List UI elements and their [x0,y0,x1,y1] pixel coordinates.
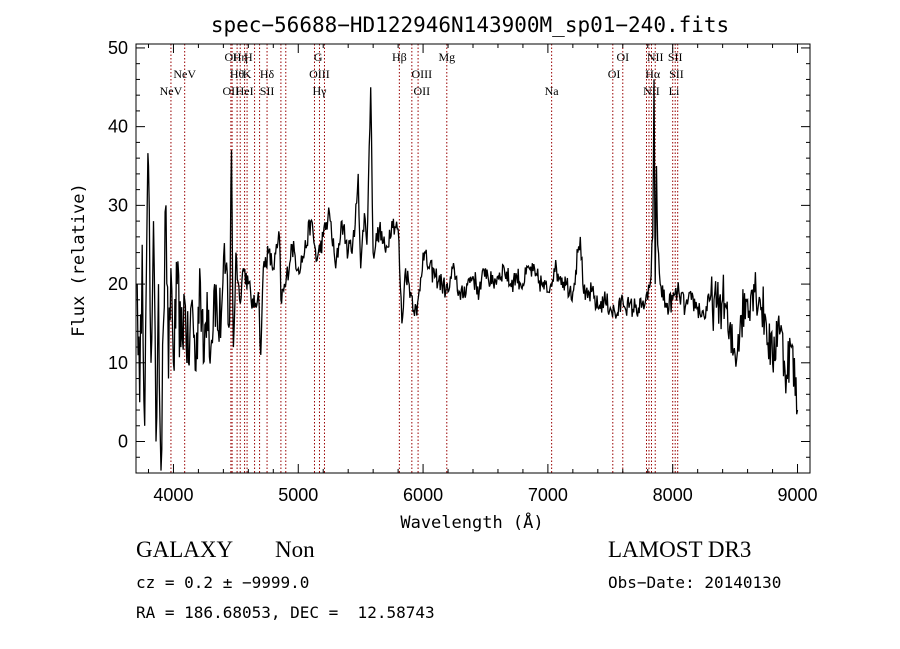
y-axis: 0 10 20 30 40 50 [108,38,810,458]
x-tick-label: 5000 [278,485,318,505]
line-label: Na [545,84,560,98]
subclass-label: Non [275,537,315,562]
line-label: Mg [438,50,455,64]
spectrum-chart: spec−56688−HD122946N143900M_sp01−240.fit… [69,13,818,533]
line-label: NeV [173,67,196,81]
x-tick-label: 6000 [403,485,443,505]
x-tick-label: 9000 [777,485,817,505]
line-label: NeV [160,84,183,98]
line-label: OIII [309,67,330,81]
line-label: Hβ [392,50,407,64]
x-axis-label: Wavelength (Å) [400,511,543,533]
line-label: SII [668,50,683,64]
y-axis-label: Flux (relative) [69,183,89,337]
line-label: G [314,50,323,64]
line-label: NII [643,84,660,98]
line-label: H [244,50,253,64]
y-tick-label: 40 [108,117,128,137]
y-tick-label: 0 [118,432,128,452]
line-label: NII [647,50,664,64]
survey-label: LAMOST DR3 [608,537,752,562]
flux-series-line [136,79,799,471]
x-tick-label: 7000 [528,485,568,505]
line-label: Hθ [230,67,245,81]
coords-text: RA = 186.68053, DEC = 12.58743 [136,603,435,622]
line-label: OI [608,67,621,81]
line-label: Hδ [260,67,275,81]
chart-title: spec−56688−HD122946N143900M_sp01−240.fit… [211,13,729,37]
line-label: OII [223,84,240,98]
x-axis: 4000 5000 6000 7000 8000 9000 [147,44,818,505]
y-tick-label: 10 [108,353,128,373]
line-label: K [243,67,252,81]
cz-text: cz = 0.2 ± −9999.0 [136,573,310,592]
x-tick-label: 4000 [153,485,193,505]
obs-date-text: Obs−Date: 20140130 [608,573,782,592]
x-tick-label: 8000 [653,485,693,505]
line-label: SII [260,84,275,98]
line-label: OIII [411,67,432,81]
line-label: SII [669,67,684,81]
line-label: OI [225,50,238,64]
y-tick-label: 30 [108,195,128,215]
line-label: OI [616,50,629,64]
line-label: Li [669,84,680,98]
line-markers [170,44,679,473]
y-tick-label: 50 [108,38,128,58]
line-label: Hγ [312,84,327,98]
line-label: HeI [236,84,254,98]
class-label: GALAXY [136,537,234,562]
y-tick-label: 20 [108,274,128,294]
line-label: Hα [645,67,661,81]
line-label: Hη [233,50,248,64]
line-label: OII [413,84,430,98]
